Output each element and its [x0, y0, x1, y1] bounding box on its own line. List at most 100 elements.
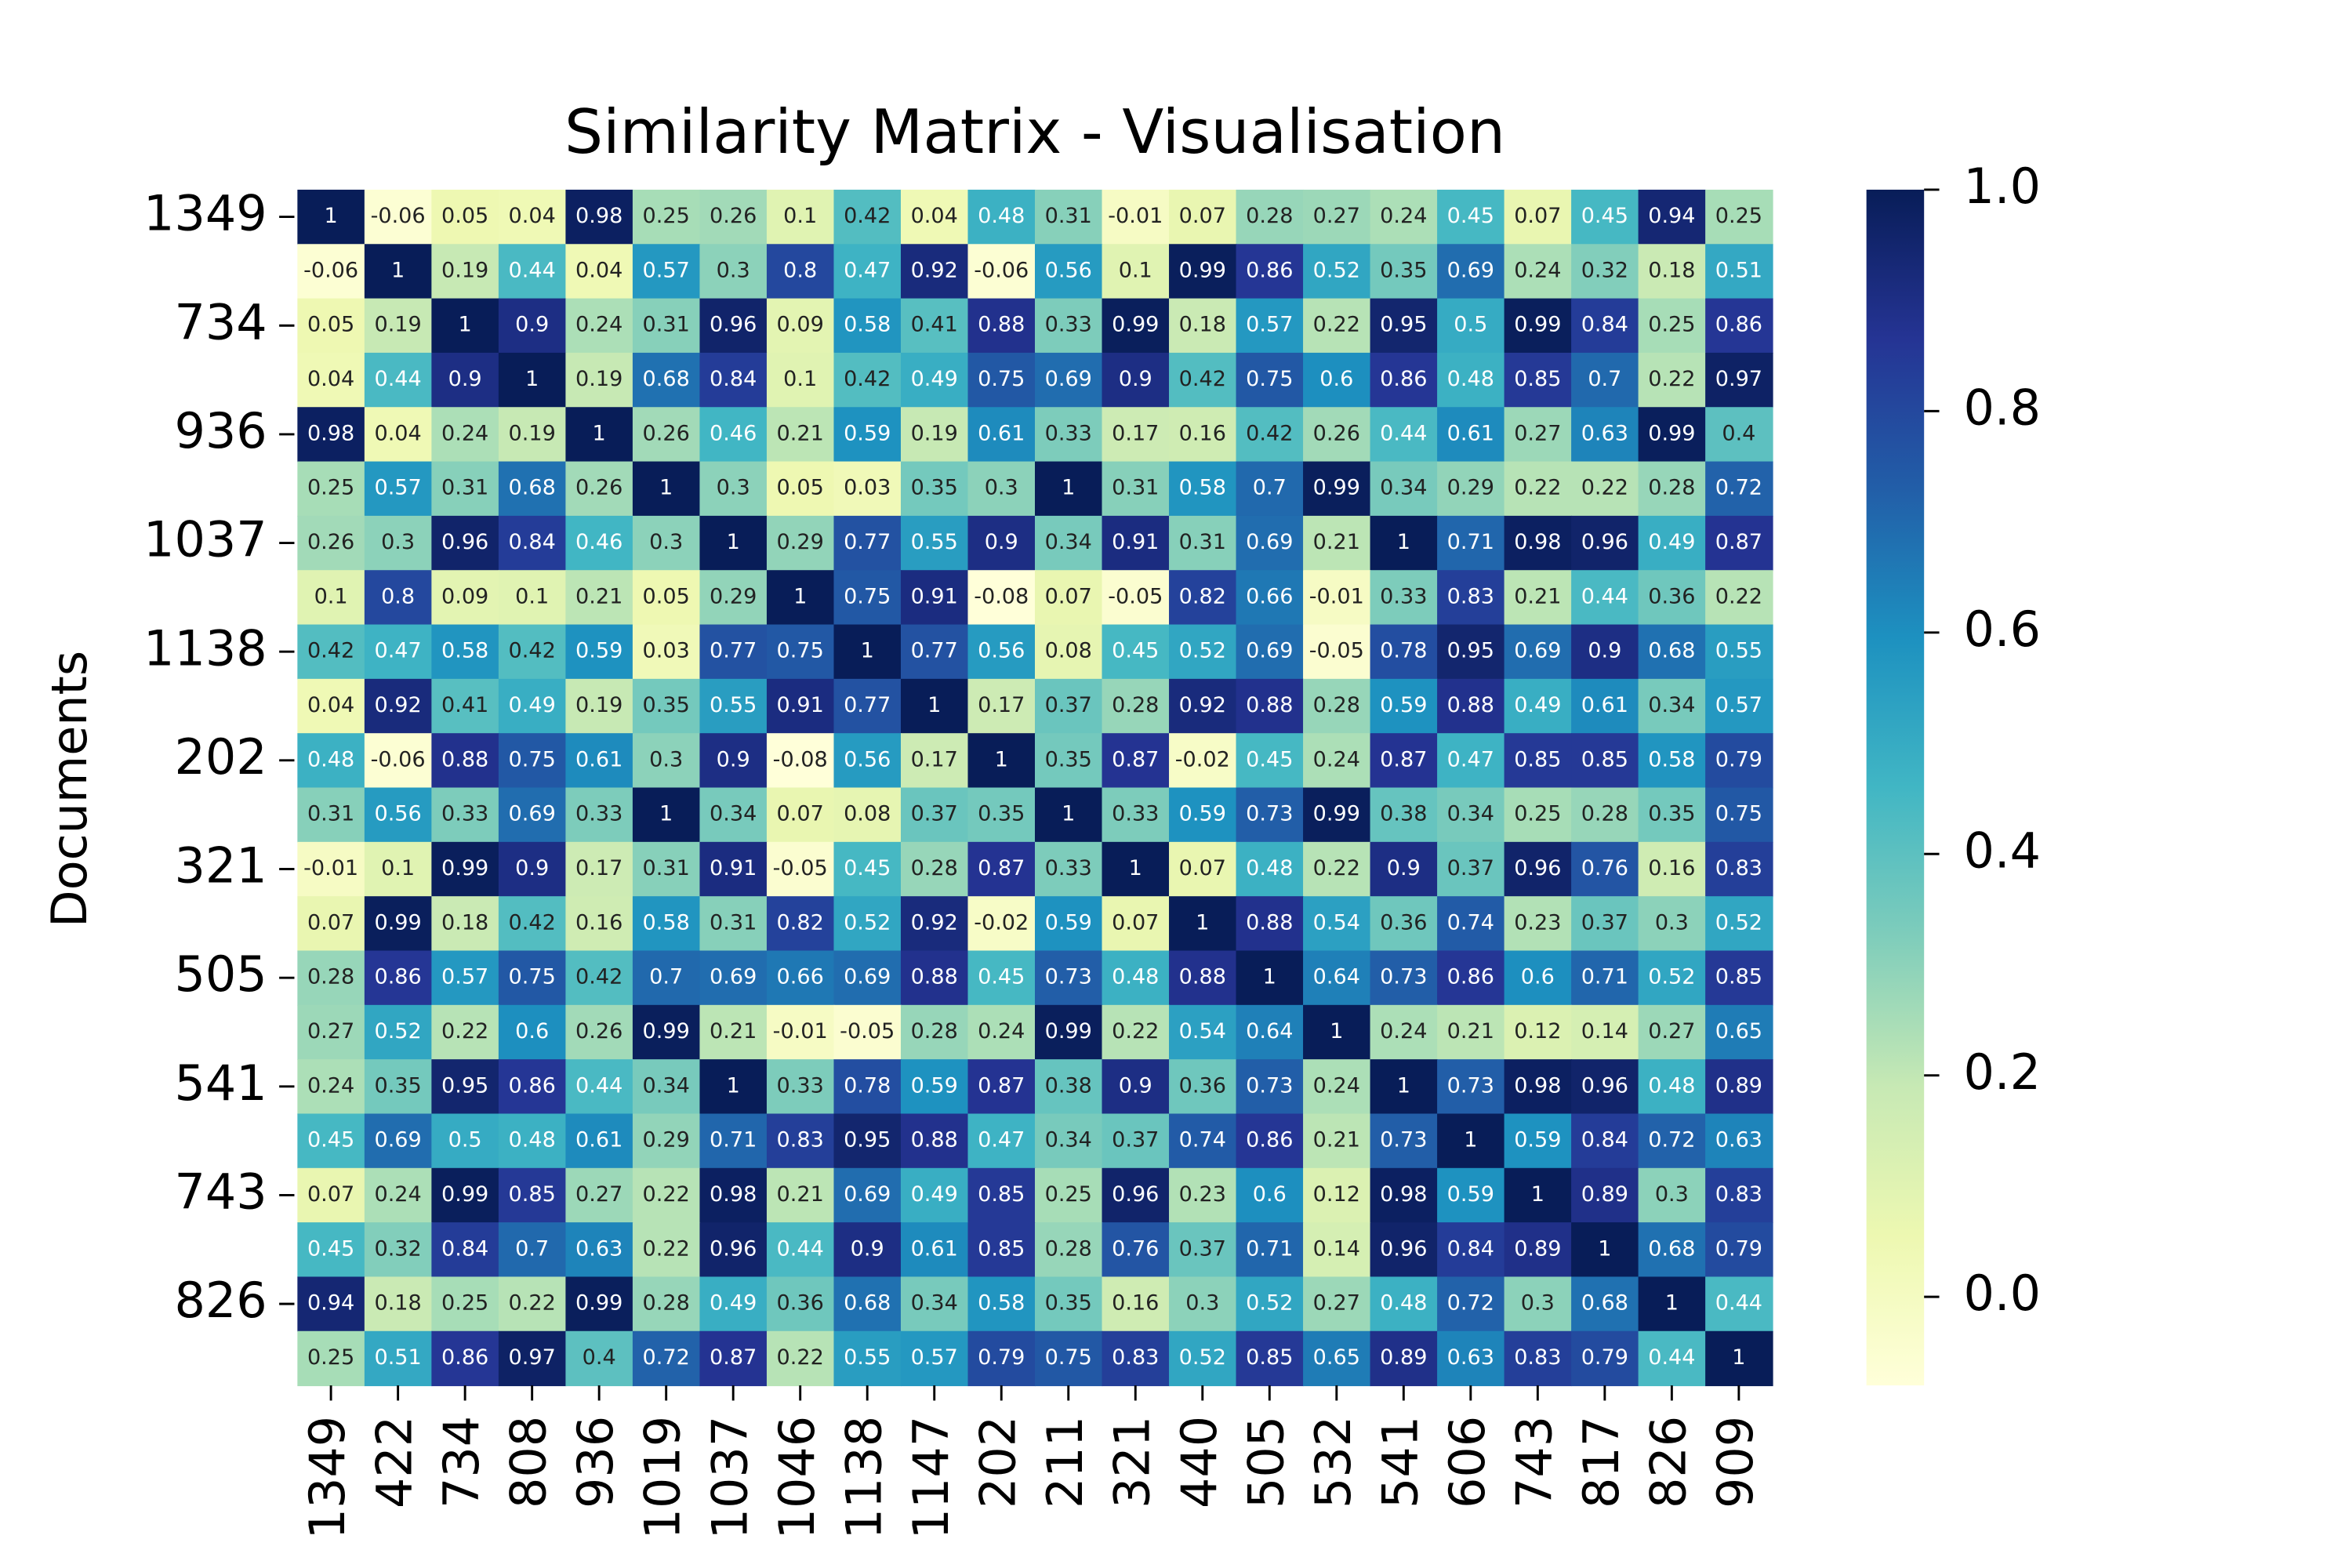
heatmap-cell: [766, 678, 835, 735]
cell-label: 0.99: [1313, 802, 1360, 826]
cell-label: 0.79: [1581, 1345, 1628, 1370]
cell-label: 0.56: [844, 747, 891, 771]
cell-label: 0.64: [1246, 1019, 1293, 1044]
y-tick-label: 1138: [143, 620, 267, 677]
cell-label: 0.48: [1447, 367, 1494, 391]
heatmap-cell: [1102, 1059, 1170, 1115]
cell-label: 0.78: [1380, 639, 1427, 663]
cell-label: 0.38: [1045, 1073, 1092, 1098]
cell-label: 0.48: [1648, 1073, 1695, 1098]
cell-label: 0.07: [1514, 204, 1561, 228]
heatmap-cell: [1035, 950, 1103, 1006]
heatmap-cell: [1705, 787, 1773, 843]
cell-label: 0.3: [1655, 910, 1689, 935]
cell-label: 0.42: [575, 965, 622, 989]
heatmap-cell: [498, 1059, 567, 1115]
heatmap-cell: [1437, 189, 1505, 245]
cell-label: 0.88: [978, 313, 1025, 337]
cell-label: 0.69: [374, 1128, 421, 1152]
heatmap-cell: [1169, 570, 1237, 626]
cell-label: -0.01: [1309, 584, 1364, 608]
y-tick-label: 505: [174, 946, 267, 1003]
cell-label: 0.52: [1648, 965, 1695, 989]
cell-label: 0.9: [985, 530, 1018, 554]
heatmap-cell: [498, 1330, 567, 1387]
heatmap-cell: [565, 570, 633, 626]
heatmap-cell: [1236, 678, 1305, 735]
cell-label: 0.72: [643, 1345, 690, 1370]
heatmap-cell: [565, 244, 633, 299]
heatmap-cell: [431, 896, 499, 952]
heatmap-cell: [1169, 896, 1237, 952]
y-tick-label: 936: [174, 403, 267, 459]
cell-label: 0.48: [1246, 856, 1293, 880]
cell-label: 0.66: [1246, 584, 1293, 608]
cell-label: 0.09: [441, 584, 488, 608]
cell-label: 0.58: [1179, 476, 1226, 500]
cell-label: 0.86: [374, 965, 421, 989]
heatmap-cell: [498, 352, 567, 408]
heatmap-cell: [900, 1167, 969, 1224]
cell-label: 0.32: [1581, 258, 1628, 282]
heatmap-cell: [1102, 1113, 1170, 1169]
cell-label: 0.45: [1246, 747, 1293, 771]
cell-label: 0.36: [1648, 584, 1695, 608]
cell-label: 0.88: [1246, 693, 1293, 717]
cell-label: 0.88: [911, 1128, 958, 1152]
cell-label: 0.18: [1648, 258, 1695, 282]
heatmap-cell: [1303, 678, 1371, 735]
heatmap-cell: [1102, 298, 1170, 354]
cell-label: 0.83: [1447, 584, 1494, 608]
heatmap-cell: [632, 515, 701, 572]
cell-label: 0.28: [1648, 476, 1695, 500]
heatmap-cell: [967, 1059, 1036, 1115]
heatmap-cell: [1303, 1330, 1371, 1387]
heatmap-cell: [364, 1167, 433, 1224]
heatmap-cell: [1102, 1330, 1170, 1387]
cell-label: 0.27: [1514, 421, 1561, 445]
heatmap-cell: [1303, 1113, 1371, 1169]
cell-label: 0.48: [1380, 1291, 1427, 1316]
heatmap-cell: [1236, 189, 1305, 245]
cell-label: 0.35: [1045, 747, 1092, 771]
cell-label: 0.22: [1313, 856, 1360, 880]
cell-label: 0.8: [783, 258, 817, 282]
cell-label: 0.75: [509, 747, 556, 771]
cell-label: 1: [1464, 1128, 1477, 1152]
heatmap-cell: [1035, 896, 1103, 952]
cell-label: 0.23: [1179, 1182, 1226, 1207]
cell-label: 0.99: [1179, 258, 1226, 282]
heatmap-cell: [632, 244, 701, 299]
heatmap-cell: [967, 407, 1036, 463]
heatmap-cell: [1638, 678, 1707, 735]
heatmap-cell: [1504, 1276, 1573, 1332]
cell-label: 0.52: [374, 1019, 421, 1044]
cell-label: 0.03: [643, 639, 690, 663]
heatmap-cell: [1638, 298, 1707, 354]
heatmap-cell: [900, 515, 969, 572]
heatmap-cell: [1705, 1004, 1773, 1061]
cell-label: 0.98: [307, 421, 354, 445]
y-tick-label: 826: [174, 1272, 267, 1329]
heatmap-cell: [900, 733, 969, 789]
cell-label: 0.47: [374, 639, 421, 663]
heatmap-cell: [1169, 624, 1237, 680]
cell-label: 0.88: [911, 965, 958, 989]
cell-label: 1: [1531, 1182, 1544, 1207]
heatmap-cell: [297, 950, 365, 1006]
cell-label: 0.49: [911, 1182, 958, 1207]
cell-label: 0.56: [1045, 258, 1092, 282]
x-tick-label: 211: [1037, 1416, 1094, 1508]
cell-label: 0.73: [1246, 1073, 1293, 1098]
cell-label: 0.3: [1521, 1291, 1555, 1316]
cell-label: 0.14: [1581, 1019, 1628, 1044]
cell-label: 0.21: [1447, 1019, 1494, 1044]
heatmap-cell: [1035, 787, 1103, 843]
x-tick-label: 606: [1439, 1416, 1496, 1508]
heatmap-cell: [297, 733, 365, 789]
heatmap-cell: [1236, 1330, 1305, 1387]
x-tick-label: 440: [1171, 1416, 1228, 1508]
cell-label: 0.97: [509, 1345, 556, 1370]
heatmap-cell: [1236, 841, 1305, 898]
cell-label: 0.58: [1648, 747, 1695, 771]
